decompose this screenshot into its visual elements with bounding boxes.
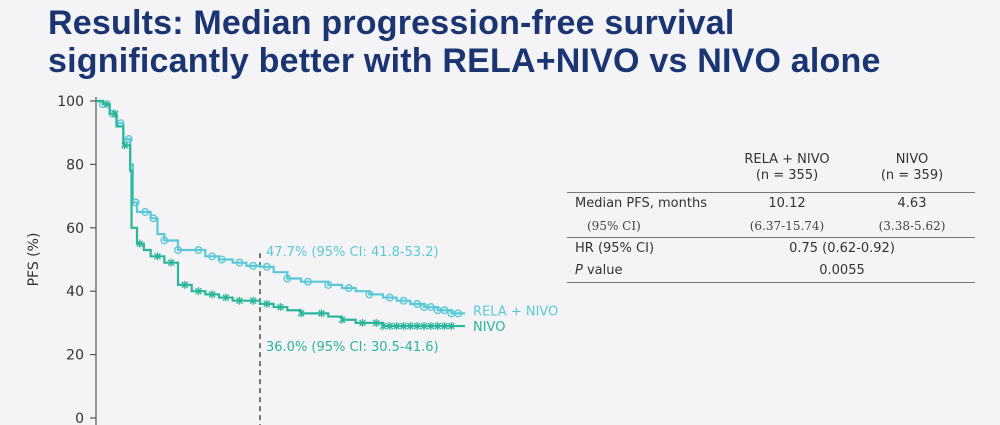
y-tick-label: 80 <box>66 157 84 173</box>
hr-value: 0.75 (0.62-0.92) <box>789 241 895 256</box>
censor-mark-rela-nivo <box>160 236 169 245</box>
censor-mark-nivo <box>338 315 346 324</box>
row-ci: (95% CI) (6.37-15.74) (3.38-5.62) <box>567 215 975 237</box>
y-tick-label: 0 <box>75 411 84 425</box>
title-line-2: significantly better with RELA+NIVO vs N… <box>48 42 881 80</box>
censor-mark-nivo <box>222 293 230 302</box>
censor-mark-rela-nivo <box>413 299 422 308</box>
col-rela-nivo: RELA + NIVO (n = 355) <box>717 152 857 184</box>
censor-mark-nivo <box>393 322 401 331</box>
censor-mark-rela-nivo <box>344 284 353 293</box>
censor-mark-rela-nivo <box>283 274 292 283</box>
censor-mark-nivo <box>103 100 111 109</box>
series-line-rela-nivo <box>96 99 465 315</box>
row-p-value: P value 0.0055 <box>567 260 975 282</box>
censor-mark-rela-nivo <box>262 262 271 271</box>
censor-mark-nivo <box>249 296 257 305</box>
median-pfs-nivo: 4.63 <box>897 196 927 211</box>
col-rela-nivo-label: RELA + NIVO <box>744 152 830 167</box>
y-tick-label: 60 <box>66 221 84 237</box>
table-rule <box>567 192 975 193</box>
censor-mark-rela-nivo <box>208 252 217 261</box>
row-median-pfs: Median PFS, months 10.12 4.63 <box>567 193 975 215</box>
censor-mark-rela-nivo <box>324 280 333 289</box>
results-table: RELA + NIVO (n = 355) NIVO (n = 359) Med… <box>567 150 975 283</box>
censor-mark-nivo <box>447 322 455 331</box>
censor-mark-nivo <box>400 322 407 331</box>
series-label-rela-nivo: RELA + NIVO <box>473 304 558 319</box>
censor-mark-nivo <box>277 303 284 312</box>
censor-mark-nivo <box>195 287 202 296</box>
hr-label: HR (95% CI) <box>575 241 655 256</box>
censor-mark-rela-nivo <box>124 135 133 144</box>
censor-mark-nivo <box>427 322 435 331</box>
censor-mark-rela-nivo <box>399 296 408 305</box>
censor-mark-rela-nivo <box>385 293 394 302</box>
annotation-nivo: 36.0% (95% CI: 30.5-41.6) <box>266 340 439 355</box>
censor-mark-nivo <box>154 252 161 261</box>
censor-mark-rela-nivo <box>149 214 158 223</box>
col-nivo-n: (n = 359) <box>880 168 944 183</box>
annotation-rela-nivo: 47.7% (95% CI: 41.8-53.2) <box>266 245 439 260</box>
censor-mark-nivo <box>441 322 448 331</box>
censor-mark-rela-nivo <box>454 309 463 318</box>
series-label-nivo: NIVO <box>473 320 505 335</box>
pfs-kaplan-meier-chart: 0 20 40 60 80 100 PFS (%) RELA + NIVO 47.7% (95… <box>26 94 558 425</box>
censor-mark-nivo <box>136 239 144 248</box>
censor-mark-nivo <box>359 318 366 327</box>
censor-mark-nivo <box>263 299 271 308</box>
censor-mark-rela-nivo <box>303 277 312 286</box>
censor-mark-rela-nivo <box>173 245 182 254</box>
col-nivo: NIVO (n = 359) <box>857 152 967 184</box>
censor-mark-nivo <box>413 322 421 331</box>
censor-mark-nivo <box>297 309 305 318</box>
ci-rela-nivo: (6.37-15.74) <box>749 219 825 233</box>
median-pfs-label: Median PFS, months <box>575 196 707 211</box>
col-rela-nivo-n: (n = 355) <box>755 168 819 183</box>
censor-mark-nivo <box>121 141 129 150</box>
censor-mark-rela-nivo <box>217 255 226 264</box>
censor-mark-nivo <box>420 322 428 331</box>
censor-mark-nivo <box>236 296 243 305</box>
p-value-label: P value <box>575 263 623 278</box>
censor-mark-nivo <box>386 322 394 331</box>
censor-mark-nivo <box>111 109 119 118</box>
y-tick-label: 100 <box>57 94 84 110</box>
censor-mark-rela-nivo <box>194 245 203 254</box>
y-axis-title: PFS (%) <box>26 233 42 287</box>
censor-mark-nivo <box>434 322 442 331</box>
censor-mark-nivo <box>318 309 325 318</box>
median-pfs-rela-nivo: 10.12 <box>768 196 806 211</box>
table-header: RELA + NIVO (n = 355) NIVO (n = 359) <box>567 150 975 192</box>
censor-mark-nivo <box>406 322 414 331</box>
censor-mark-rela-nivo <box>440 306 449 315</box>
table-rule <box>567 237 975 238</box>
censor-mark-rela-nivo <box>365 290 374 299</box>
table-rule <box>567 282 975 283</box>
p-value: 0.0055 <box>819 263 865 278</box>
censor-mark-rela-nivo <box>426 303 435 312</box>
y-tick-label: 20 <box>66 348 84 364</box>
slide-title: Results: Median progression-free surviva… <box>48 4 881 80</box>
title-line-1: Results: Median progression-free surviva… <box>48 4 735 42</box>
censor-mark-rela-nivo <box>235 258 244 267</box>
censor-mark-rela-nivo <box>249 261 258 270</box>
censor-mark-nivo <box>372 318 380 327</box>
censor-mark-nivo <box>167 258 175 267</box>
censor-mark-nivo <box>181 280 189 289</box>
row-hr: HR (95% CI) 0.75 (0.62-0.92) <box>567 238 975 260</box>
y-tick-label: 40 <box>66 284 84 300</box>
censor-mark-nivo <box>379 322 387 331</box>
censor-mark-rela-nivo <box>141 207 150 216</box>
censor-mark-nivo <box>208 290 216 299</box>
col-nivo-label: NIVO <box>895 152 929 167</box>
ci-label: (95% CI) <box>587 219 641 233</box>
ci-nivo: (3.38-5.62) <box>878 219 946 233</box>
series-line-nivo <box>96 99 465 328</box>
